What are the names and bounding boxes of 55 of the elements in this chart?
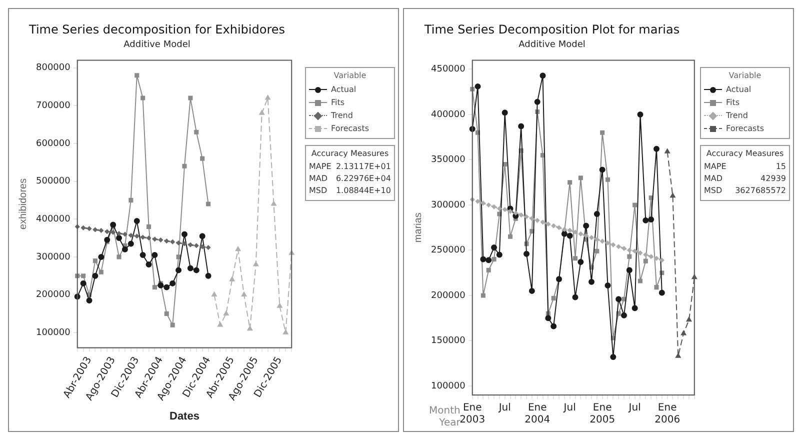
y-tick-label: 700000	[36, 100, 71, 111]
legend-title: Variable	[332, 71, 368, 80]
y-tick-label: 500000	[36, 176, 71, 187]
y-tick-label: 350000	[430, 155, 466, 166]
text: MAPE	[704, 161, 726, 173]
legend-label: Trend	[726, 110, 748, 122]
y-tick-label: 450000	[430, 64, 466, 75]
x-axis-title: Month Year	[429, 406, 462, 429]
text: 1.08844E+10	[336, 185, 391, 197]
legend-title: Variable	[728, 71, 762, 80]
text: 3627685572	[735, 185, 786, 197]
legend-label: Forecasts	[331, 123, 370, 135]
legend-label: Forecasts	[726, 123, 764, 135]
y-tick-label: 150000	[430, 336, 466, 346]
legend-label: Fits	[331, 97, 345, 109]
chart-title: Time Series Decomposition Plot for marias	[423, 22, 680, 36]
text: MSD	[704, 185, 722, 197]
text: MAPE	[309, 161, 332, 173]
y-tick-label: 200000	[36, 290, 71, 300]
text: 6.22976E+04	[336, 173, 391, 185]
y-tick-label: 100000	[430, 381, 466, 392]
y-tick-label: 300000	[36, 252, 71, 262]
text: 15	[776, 161, 786, 173]
x-axis-title: Dates	[170, 410, 200, 422]
x-tick-label: Ene 2003	[460, 402, 486, 426]
text: MSD	[309, 185, 328, 197]
legend-label: Actual	[331, 84, 356, 96]
x-tick-label: Ene 2004	[524, 402, 550, 426]
text: Accuracy Measures	[310, 149, 390, 158]
legend-label: Trend	[331, 110, 353, 122]
text: 2.13117E+01	[336, 161, 391, 173]
chart-subtitle: Additive Model	[518, 40, 586, 50]
legend-label: Actual	[726, 84, 752, 96]
text: MAD	[704, 173, 723, 185]
x-tick-label: Jul	[628, 402, 641, 414]
x-tick-label: Ene 2005	[590, 402, 616, 426]
y-tick-label: 200000	[430, 290, 466, 301]
x-tick-label: Jul	[498, 402, 511, 414]
y-tick-label: 800000	[36, 63, 71, 74]
text: MAD	[309, 173, 328, 185]
y-axis-title: exhibidores	[18, 178, 29, 230]
y-tick-label: 300000	[430, 200, 466, 210]
legend-label: Fits	[726, 97, 740, 109]
y-tick-label: 400000	[430, 110, 466, 120]
x-tick-label: Jul	[562, 402, 576, 414]
y-tick-label: 250000	[430, 246, 466, 256]
y-tick-label: 400000	[36, 214, 71, 224]
text: Accuracy Measures	[705, 149, 785, 158]
chart-subtitle: Additive Model	[124, 40, 190, 50]
y-axis-title: marias	[412, 212, 424, 243]
y-tick-label: 600000	[36, 138, 71, 149]
chart-title: Time Series decomposition for Exhibidores	[28, 22, 286, 36]
x-tick-label: Ene 2006	[654, 402, 680, 426]
y-tick-label: 100000	[36, 328, 71, 338]
text: 42939	[760, 173, 786, 185]
